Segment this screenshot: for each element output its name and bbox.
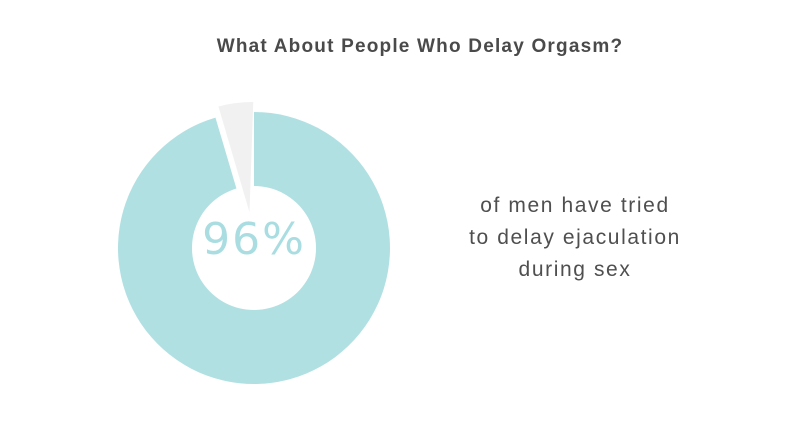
pie-slice-main — [117, 112, 390, 385]
caption-line-2: to delay ejaculation — [469, 226, 681, 249]
pie-slice-remainder — [218, 102, 254, 213]
chart-title: What About People Who Delay Orgasm? — [216, 36, 624, 57]
caption-text: of men have tried to delay ejaculation d… — [430, 190, 720, 286]
caption-line-1: of men have tried — [480, 194, 670, 217]
center-value-label: 96% — [202, 214, 306, 265]
caption-line-3: during sex — [518, 258, 632, 281]
